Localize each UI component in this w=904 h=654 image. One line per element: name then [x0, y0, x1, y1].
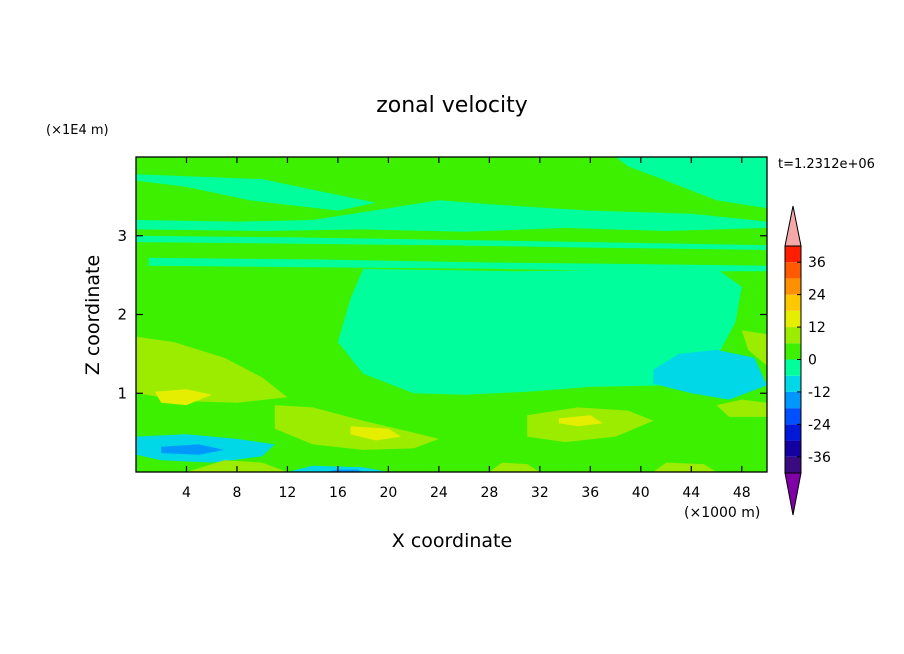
- colorbar-segment: [785, 278, 801, 295]
- x-tick-label: 24: [430, 485, 448, 501]
- colorbar-label: 36: [808, 255, 826, 271]
- x-tick-label: 36: [581, 485, 599, 501]
- y-tick-label: 2: [117, 306, 127, 324]
- contour-region-0: [337, 268, 742, 395]
- colorbar-segment: [785, 327, 801, 344]
- colorbar-under-arrow: [784, 472, 802, 516]
- colorbar-over-arrow: [784, 205, 802, 247]
- colorbar-label: 0: [808, 353, 817, 369]
- y-tick-label: 1: [117, 384, 127, 402]
- colorbar-label: 12: [808, 320, 826, 336]
- contour-region-6: [653, 349, 767, 400]
- colorbar-segment: [785, 343, 801, 360]
- x-tick-label: 4: [182, 485, 191, 501]
- y-axis-label: Z coordinate: [82, 255, 104, 375]
- colorbar-label: -12: [808, 385, 831, 401]
- x-tick-label: 20: [379, 485, 397, 501]
- x-tick-label: 40: [632, 485, 650, 501]
- plot-area: 4 8 12 16 20 24 28 32 36 40 44 48 123: [117, 156, 768, 501]
- x-tick-label: 44: [682, 485, 700, 501]
- x-unit-label: (×1000 m): [684, 505, 760, 521]
- y-tick-label: 3: [117, 227, 127, 245]
- contour-region-20: [741, 330, 767, 366]
- y-axis-ticks: 1 2 3: [117, 227, 767, 402]
- colorbar-segment: [785, 424, 801, 441]
- x-tick-label: 12: [279, 485, 297, 501]
- colorbar: 36 24 12 0 -12 -24 -36: [784, 205, 831, 516]
- x-axis-ticks: 4 8 12 16 20 24 28 32 36 40 44 48: [182, 157, 751, 501]
- colorbar-segment: [785, 359, 801, 376]
- x-axis-label: X coordinate: [392, 530, 512, 552]
- contour-region-10: [350, 426, 401, 441]
- contour-region-11: [527, 407, 654, 443]
- x-tick-label: 32: [531, 485, 549, 501]
- time-label: t=1.2312e+06: [778, 157, 875, 172]
- contour-region-7: [136, 336, 288, 403]
- contour-region-19: [653, 462, 717, 472]
- colorbar-segment: [785, 262, 801, 279]
- colorbar-segment: [785, 456, 801, 473]
- x-tick-label: 8: [232, 485, 241, 501]
- y-unit-label: (×1E4 m): [46, 123, 109, 138]
- colorbar-segment: [785, 391, 801, 409]
- colorbar-label: 24: [808, 288, 826, 304]
- contour-region-2: [136, 200, 767, 232]
- contour-region-1: [148, 257, 767, 272]
- contour-regions: [136, 157, 767, 472]
- contour-region-5: [136, 174, 376, 211]
- x-tick-label: 28: [480, 485, 498, 501]
- contour-region-12: [558, 415, 603, 427]
- colorbar-segment: [785, 375, 801, 392]
- contour-region-8: [154, 389, 212, 406]
- colorbar-label: -24: [808, 417, 831, 433]
- colorbar-segment: [785, 246, 801, 263]
- x-tick-label: 16: [329, 485, 347, 501]
- colorbar-segment: [785, 408, 801, 425]
- contour-region-18: [489, 462, 540, 472]
- contour-region-3: [136, 235, 767, 250]
- contour-region-4: [615, 157, 767, 209]
- contour-region-14: [161, 444, 225, 455]
- colorbar-segment: [785, 310, 801, 328]
- colorbar-segment: [785, 294, 801, 311]
- contour-region-21: [716, 399, 767, 417]
- colorbar-label: -36: [808, 450, 831, 466]
- chart-title: zonal velocity: [376, 93, 528, 118]
- x-tick-label: 48: [733, 485, 751, 501]
- colorbar-segment: [785, 440, 801, 457]
